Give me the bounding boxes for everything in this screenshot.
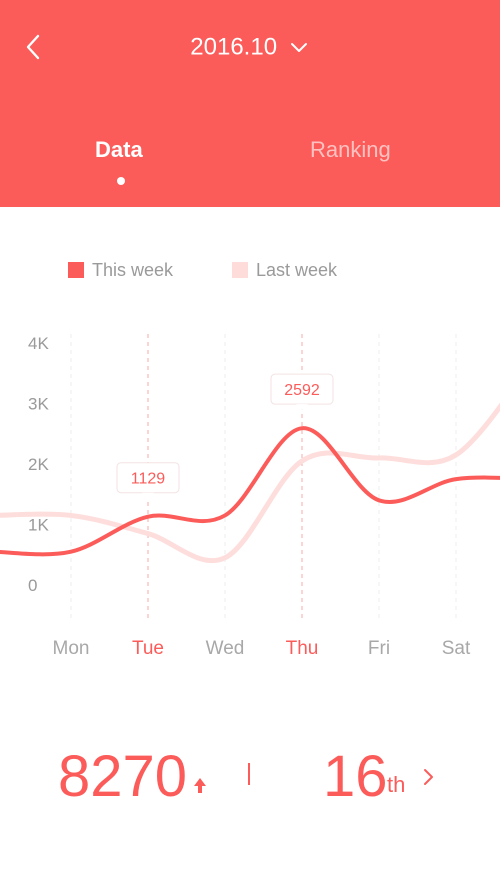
chevron-right-icon[interactable] xyxy=(420,765,436,789)
legend-label-last-week: Last week xyxy=(256,260,338,280)
series-line-last-week xyxy=(0,402,500,564)
page-title[interactable]: 2016.10 xyxy=(190,33,278,61)
x-tick-label: Wed xyxy=(206,638,245,659)
series-line-this-week xyxy=(0,426,500,557)
x-tick-label: Fri xyxy=(368,638,390,659)
legend-swatch-this-week xyxy=(68,262,84,278)
tooltip-pointer xyxy=(142,492,154,499)
legend-last-week: Last week xyxy=(232,259,337,281)
y-tick-label: 3K xyxy=(28,395,49,414)
x-tick-label: Sat xyxy=(442,638,471,659)
active-tab-indicator xyxy=(117,177,125,185)
rank-suffix[interactable]: th xyxy=(387,772,406,797)
tooltip-label: 1129 xyxy=(131,471,166,488)
legend-label-this-week: This week xyxy=(92,260,174,280)
tooltip-box xyxy=(270,373,334,405)
header-bar: 2016.10 Data Ranking xyxy=(0,0,500,207)
legend-this-week: This week xyxy=(68,259,173,281)
weekly-steps-chart: 4K3K2K1K011292592MonTueWedThuFriSatS xyxy=(0,334,500,659)
x-tick-label: Thu xyxy=(286,638,319,659)
y-tick-label: 2K xyxy=(28,455,49,474)
tab-data[interactable]: Data xyxy=(95,137,143,162)
x-tick-label: Mon xyxy=(53,638,90,659)
arrow-up-icon xyxy=(194,778,206,793)
tooltip-pointer xyxy=(296,404,308,411)
y-tick-label: 1K xyxy=(28,516,49,535)
tab-ranking[interactable]: Ranking xyxy=(310,137,391,162)
rank-number[interactable]: 16 xyxy=(323,744,388,809)
x-tick-label: Tue xyxy=(132,638,164,659)
month-selector[interactable]: 2016.10 xyxy=(0,30,500,65)
y-tick-label: 4K xyxy=(28,334,49,353)
chevron-down-icon[interactable] xyxy=(288,38,310,58)
chevron-left-icon[interactable] xyxy=(20,30,50,64)
tooltip-label: 2592 xyxy=(284,382,320,399)
stats-divider xyxy=(248,763,250,785)
y-tick-label: 0 xyxy=(28,576,37,595)
steps-total: 8270 xyxy=(58,744,188,809)
legend-swatch-last-week xyxy=(232,262,248,278)
